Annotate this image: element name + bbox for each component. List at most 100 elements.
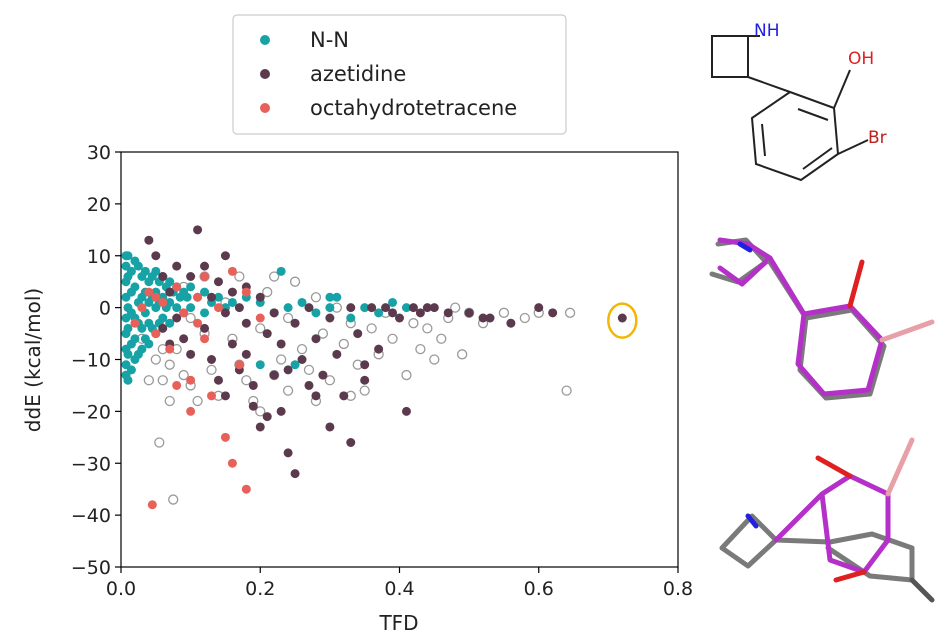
data-point [168,494,179,505]
data-point [548,308,558,318]
data-point [213,292,223,302]
data-point [123,251,133,261]
legend-marker [260,103,270,113]
data-point [408,318,419,329]
y-axis-label: ddE (kcal/mol) [21,288,45,432]
data-point [164,395,175,407]
data-point [311,308,321,318]
data-point [276,266,286,276]
data-point [227,339,237,349]
data-point [207,391,217,401]
data-point [325,292,335,302]
data-point [325,422,335,432]
data-point [220,391,230,401]
data-point [200,334,210,344]
data-point [415,308,425,318]
data-point [290,469,300,479]
data-point [304,303,314,313]
bond-ring-to-benzene [747,76,791,93]
data-point [346,438,356,447]
bond-to-oh [833,69,851,109]
data-point [193,292,203,302]
data-point [227,287,237,297]
data-point [165,287,175,297]
data-point [186,272,196,281]
data-point [289,276,301,287]
data-point [276,406,286,416]
overlay-2-oxygen [815,455,853,479]
data-point [311,391,321,401]
y-tick-label: −10 [71,350,111,372]
data-point [200,261,210,271]
data-point [318,370,328,380]
data-point [255,360,265,370]
data-point [241,287,251,297]
data-point [360,375,370,385]
data-point [478,313,488,323]
data-point [241,484,251,494]
data-point [422,303,432,313]
data-point [143,375,155,386]
data-point [346,303,356,313]
data-point [130,334,140,344]
conformer-overlay-2 [719,437,935,603]
data-point [290,360,300,370]
data-point [381,303,391,313]
data-point [182,292,192,302]
data-point [534,303,544,313]
data-point [200,323,210,333]
data-point [311,334,321,344]
data-point [401,303,411,313]
data-point [157,375,168,386]
data-point [140,266,150,276]
data-point [179,334,189,344]
x-axis-ticks: 0.0 0.2 0.4 0.6 0.8 [106,567,693,600]
data-point [193,225,203,235]
overlay-2-purple-benzene [773,473,891,575]
data-point [165,277,175,287]
data-point [130,318,140,328]
data-point [137,344,147,354]
points-layer [121,225,638,510]
data-point [126,266,136,276]
data-point [262,329,272,339]
x-axis-label: TFD [378,611,418,635]
overlay-2-bromine [885,437,915,497]
data-point [151,292,161,302]
data-point [150,354,161,365]
x-tick-label: 0.2 [245,578,275,600]
data-point [374,308,384,318]
data-point [151,329,161,339]
data-point [338,338,349,350]
data-point [234,303,244,313]
data-point [346,313,356,323]
data-point [227,297,237,307]
data-point [179,308,189,318]
data-point [200,287,210,297]
data-point [353,329,363,339]
data-point [200,272,210,281]
data-point [126,365,136,375]
highlight-ellipse [607,302,638,339]
data-point [262,412,272,422]
x-tick-label: 0.0 [106,578,136,600]
y-tick-label: −20 [71,401,111,423]
plot-frame [120,151,679,568]
aromatic-bond-inner-2 [802,147,833,170]
data-point [269,308,279,318]
data-point [165,344,175,354]
overlay-2-grey-benzene [773,531,915,583]
y-tick-label: 30 [87,142,111,164]
data-point [255,406,266,417]
legend-box [232,14,567,135]
data-point [227,458,237,468]
data-point [395,313,404,323]
data-point [255,422,265,432]
data-point [255,313,265,323]
data-point [366,323,377,334]
data-point [359,385,370,396]
y-tick-label: 10 [87,246,111,268]
data-point [220,432,230,442]
data-point [339,391,349,401]
data-point [269,370,279,380]
